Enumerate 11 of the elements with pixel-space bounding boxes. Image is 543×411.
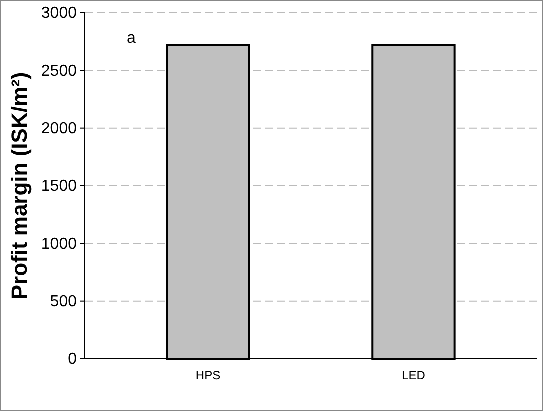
y-axis-title: Profit margin (ISK/m²) [7,72,32,300]
y-tick-label: 0 [68,351,78,368]
annotation: a [127,30,136,47]
y-tick-label: 1000 [41,236,78,253]
y-tick-label: 500 [50,293,78,310]
x-tick-label: HPS [196,368,221,383]
y-tick-label: 2500 [41,62,78,80]
x-tick-label: LED [402,368,426,383]
y-tick-label: 2000 [41,120,78,138]
y-tick-label: 3000 [41,5,78,22]
y-tick-label: 1500 [41,178,78,196]
